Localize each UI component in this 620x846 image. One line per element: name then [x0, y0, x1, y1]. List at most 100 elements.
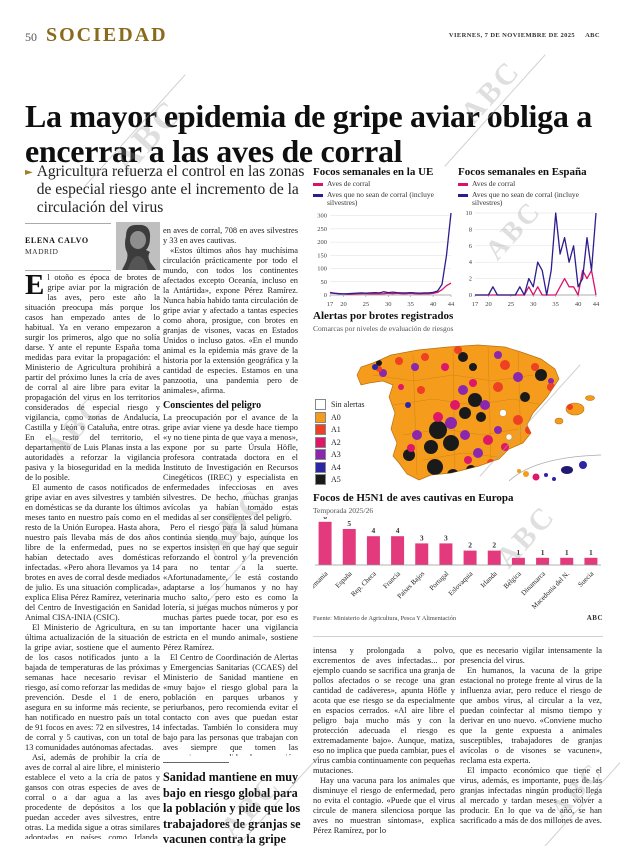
paragraph: El impacto económico que tiene el virus,… — [460, 766, 602, 825]
byline-rules: ELENA CALVO MADRID — [25, 223, 111, 271]
legend-label: A3 — [331, 450, 341, 459]
legend-swatch-no-corral — [313, 193, 323, 197]
legend-label: Aves que no sean de corral (incluye silv… — [327, 189, 434, 208]
svg-text:Francia: Francia — [381, 569, 402, 590]
chart-title: Focos semanales en España — [458, 166, 587, 178]
svg-text:10: 10 — [466, 210, 473, 217]
svg-text:3: 3 — [444, 533, 448, 542]
legend-label: A2 — [331, 437, 341, 447]
svg-text:4: 4 — [469, 259, 473, 266]
svg-text:1: 1 — [541, 548, 545, 557]
svg-text:Alemania: Alemania — [313, 569, 330, 595]
canary-islands — [508, 454, 602, 482]
svg-text:2: 2 — [469, 275, 472, 282]
paragraph: El otoño es época de brotes de gripe avi… — [25, 273, 160, 482]
paragraph: El Centro de Coordinación de Alertas y E… — [163, 652, 298, 756]
paragraph: El Ministerio de Agricultura, en su últi… — [25, 623, 160, 752]
svg-text:44: 44 — [593, 301, 600, 308]
legend-swatch-corral — [458, 183, 468, 186]
spain-map — [356, 344, 602, 482]
svg-text:1: 1 — [565, 548, 569, 557]
svg-text:250: 250 — [317, 226, 327, 233]
map-subtitle: Comarcas por niveles de evaluación de ri… — [313, 324, 454, 333]
bullet-arrow-icon: ► — [25, 167, 33, 178]
paragraph: En humanos, la vacuna de la gripe estaci… — [460, 666, 602, 765]
map-legend-item: A1 — [315, 424, 365, 435]
pull-quote-rule — [163, 762, 229, 763]
article-column-4: que es necesario vigilar intensamente la… — [460, 646, 602, 842]
legend-label: Aves que no sean de corral (incluye silv… — [472, 189, 579, 208]
svg-text:300: 300 — [317, 213, 327, 220]
legend-label: Aves de corral — [472, 179, 516, 188]
svg-text:2: 2 — [468, 541, 472, 550]
svg-text:2: 2 — [492, 541, 496, 550]
dateline: VIERNES, 7 DE NOVIEMBRE DE 2025 ABC — [449, 32, 600, 39]
map-legend-item: Sin alertas — [315, 399, 365, 410]
paragraph: La preocupación por el avance de la grip… — [163, 412, 298, 522]
svg-text:Eslovaquia: Eslovaquia — [447, 569, 475, 597]
svg-text:4: 4 — [396, 526, 400, 535]
subheadline-text: Agricultura refuerza el control en las z… — [36, 163, 305, 216]
page-number: 50 — [25, 30, 37, 44]
svg-text:4: 4 — [372, 526, 376, 535]
svg-text:50: 50 — [321, 279, 328, 286]
legend-swatch — [315, 411, 326, 423]
svg-text:0: 0 — [469, 292, 472, 299]
author-name: ELENA CALVO — [25, 236, 89, 245]
svg-text:6: 6 — [323, 517, 327, 521]
source-text: Fuente: Ministerio de Agricultura, Pesca… — [313, 615, 457, 622]
svg-text:20: 20 — [485, 301, 492, 308]
chart-subtitle: Temporada 2025/26 — [313, 506, 374, 515]
svg-text:Suecia: Suecia — [576, 569, 595, 588]
paragraph: intensa y prolongada a polvo, excremento… — [313, 646, 455, 775]
line-chart-eu: 0 50 100 150 200 250 300 17 20 25 30 35 40 44 — [317, 213, 455, 308]
legend-item: Aves de corral — [458, 179, 600, 189]
svg-text:17: 17 — [472, 301, 479, 308]
infographic-separator — [313, 636, 603, 637]
headline: La mayor epidemia de gripe aviar obliga … — [25, 98, 592, 169]
article-subhead: Conscientes del peligro — [163, 400, 262, 411]
legend-swatch — [315, 399, 326, 410]
map-legend-item: A2 — [315, 436, 365, 448]
balearic-islands — [554, 395, 595, 425]
subheadline: ► Agricultura refuerza el control en las… — [25, 163, 319, 217]
svg-text:30: 30 — [530, 301, 537, 308]
svg-text:Portugal: Portugal — [428, 570, 450, 592]
paragraph: El aumento de casos notificados de gripe… — [25, 483, 160, 622]
legend-item: Aves de corral — [313, 179, 455, 189]
svg-text:8: 8 — [469, 226, 472, 233]
legend-swatch — [315, 449, 326, 460]
chart-h5n1-captive-birds: Focos de H5N1 de aves cautivas en Europa… — [305, 492, 603, 614]
date-text: VIERNES, 7 DE NOVIEMBRE DE 2025 — [448, 32, 576, 39]
map-alert-levels: Alertas por brotes registrados Comarcas … — [313, 310, 603, 490]
svg-text:1: 1 — [517, 548, 521, 557]
paragraph: Pero el riesgo para la salud humana cont… — [163, 522, 298, 652]
svg-text:Irlanda: Irlanda — [479, 569, 499, 589]
pull-quote: Sanidad mantiene en muy bajo en riesgo g… — [163, 762, 305, 846]
svg-text:44: 44 — [448, 301, 455, 308]
svg-text:1: 1 — [589, 548, 593, 557]
svg-text:35: 35 — [407, 301, 414, 308]
svg-text:150: 150 — [317, 252, 327, 259]
legend-item: Aves que no sean de corral (incluye silv… — [313, 189, 455, 208]
legend-swatch — [315, 436, 326, 448]
legend-label: A0 — [331, 412, 341, 422]
legend-label: A1 — [331, 425, 341, 434]
map-legend-item: A4 — [315, 461, 365, 473]
svg-text:0: 0 — [324, 292, 327, 299]
legend-swatch — [315, 474, 326, 485]
infographic-source-row: Fuente: Ministerio de Agricultura, Pesca… — [313, 614, 603, 622]
chart-spain-weekly-outbreaks: Focos semanales en España Aves de corral… — [458, 166, 600, 313]
legend-label: A4 — [331, 462, 341, 472]
legend-label: Aves de corral — [327, 179, 371, 188]
paragraph: Así, además de prohibir la cría de aves … — [25, 753, 160, 839]
section-title: SOCIEDAD — [46, 24, 168, 46]
svg-text:30: 30 — [385, 301, 392, 308]
infographic-credit: ABC — [586, 614, 603, 622]
byline: ELENA CALVO MADRID — [25, 222, 160, 271]
legend-swatch — [315, 424, 326, 435]
map-legend: Sin alertas A0 A1 A2 A3 A4 A5 — [315, 399, 365, 487]
chart-title: Focos semanales en la UE — [313, 166, 434, 178]
legend-item: Aves que no sean de corral (incluye silv… — [458, 189, 600, 208]
